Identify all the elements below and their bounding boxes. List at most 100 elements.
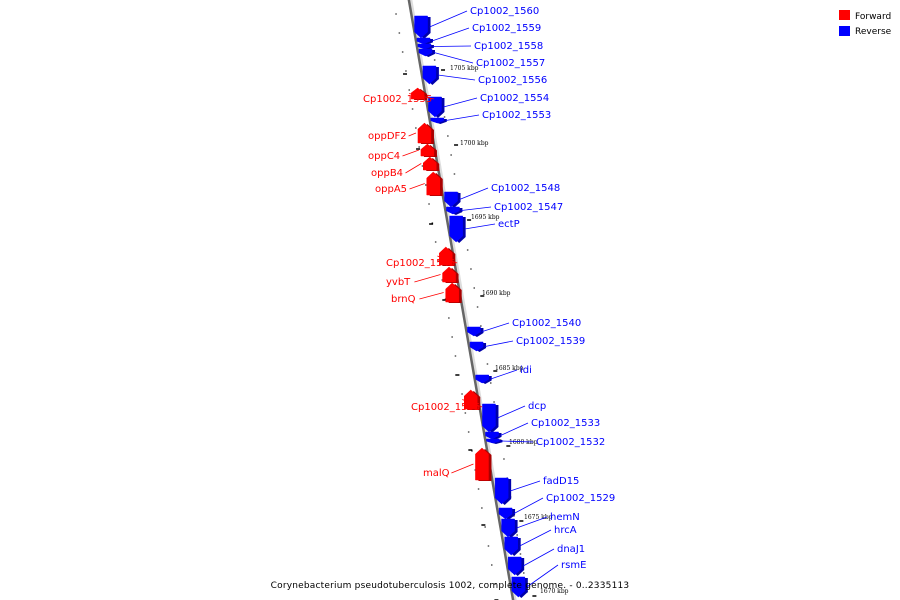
gene-label-oppB4[interactable]: oppB4 [371,168,403,179]
legend: Forward Reverse [839,10,892,37]
gene-leader-line [500,422,529,436]
gene-leader-line [405,163,422,174]
figure-caption: Corynebacterium pseudotuberculosis 1002,… [271,581,630,591]
gene-arrow-Cp1002_1532[interactable] [486,438,500,444]
gene-label-dnaJ1[interactable]: dnaJ1 [557,544,585,555]
gene-arrow-Cp1002_1556[interactable] [422,65,437,85]
gene-arrow-Cp1002_1539[interactable] [469,341,484,352]
gene-label-Cp1002_1559[interactable]: Cp1002_1559 [472,23,541,34]
tick-label: 1685 kbp [495,365,524,372]
gene-leader-line [409,183,425,190]
gene-arrow-malQ[interactable] [475,447,489,481]
gene-label-hrcA[interactable]: hrcA [554,525,577,536]
gene-leader-line [461,206,492,211]
gene-label-Cp1002_1560[interactable]: Cp1002_1560 [470,6,539,17]
gene-arrow-oppC4[interactable] [420,143,435,157]
backbone-shadow [409,0,517,600]
gene-leader-line [437,74,476,81]
gene-arrow-Cp1002_1540[interactable] [467,326,481,337]
gene-leader-line [433,52,474,64]
gene-label-Cp1002_1540[interactable]: Cp1002_1540 [512,318,581,329]
gene-leader-line [522,548,555,567]
gene-arrow-oppB4[interactable] [423,156,437,171]
gene-label-Cp1002_1533[interactable]: Cp1002_1533 [531,418,600,429]
gene-leader-line [526,564,559,588]
gene-leader-line [490,369,518,380]
gene-label-Cp1002_1539[interactable]: Cp1002_1539 [516,336,585,347]
gene-arrow-Cp1002_1553[interactable] [430,117,445,124]
gene-label-Cp1002_1558[interactable]: Cp1002_1558 [474,41,543,52]
gene-label-malQ[interactable]: malQ [423,468,450,479]
gene-label-Cp1002_1548[interactable]: Cp1002_1548 [491,183,560,194]
gene-arrow-hemN[interactable] [501,518,515,538]
gene-label-hemN[interactable]: hemN [550,512,580,523]
gene-leader-line [462,399,483,408]
gene-label-Cp1002_1547[interactable]: Cp1002_1547 [494,202,563,213]
gene-label-Cp1002_1555[interactable]: Cp1002_1555 [363,94,432,105]
gene-leader-line [459,187,489,200]
gene-leader-line [497,405,526,419]
gene-arrow-Cp1002_1559[interactable] [416,37,431,45]
tick-label: 1670 kbp [540,588,569,595]
gene-leader-line [464,223,496,230]
gene-label-yvbT[interactable]: yvbT [386,277,411,288]
gene-arrow-idi[interactable] [475,374,489,384]
gene-arrow-oppA5[interactable] [426,171,440,196]
gene-label-dcp[interactable]: dcp [528,401,546,412]
tick-label: 1700 kbp [460,140,489,147]
gene-arrow-fadD15[interactable] [494,477,509,505]
gene-arrow-Cp1002_1533[interactable] [485,431,499,440]
gene-arrow-Cp1002_1560[interactable] [414,15,428,39]
legend-reverse-label: Reverse [855,27,892,37]
gene-arrow-Cp1002_1529[interactable] [498,507,513,520]
gene-label-Cp1002_1554[interactable]: Cp1002_1554 [480,93,549,104]
gene-leader-line [419,292,444,300]
gene-arrow-dcp[interactable] [482,403,496,433]
gene-arrow-brnQ[interactable] [445,282,459,303]
gene-label-Cp1002_1529[interactable]: Cp1002_1529 [546,493,615,504]
gene-leader-line [445,114,480,121]
gene-arrow-Cp1002_1548[interactable] [444,191,458,208]
gene-label-Cp1002_1553[interactable]: Cp1002_1553 [482,110,551,121]
tick-label: 1695 kbp [471,214,500,221]
gene-label-Cp1002_1545[interactable]: Cp1002_1545 [386,258,455,269]
gene-leader-line [432,45,472,47]
tick-label: 1705 kbp [450,65,479,72]
gene-leader-line [414,274,441,283]
tick-marks: 1705 kbp 1700 kbp 1695 kbp 1690 kbp 1685 kbp… [395,13,569,600]
gene-arrow-Cp1002_1554[interactable] [428,96,442,118]
gene-leader-line [443,97,478,108]
gene-labels: Cp1002_1560 Cp1002_1559 Cp1002_1558 Cp1002_… [363,6,615,588]
gene-label-rsmE[interactable]: rsmE [561,560,586,571]
gene-leader-line [451,463,474,474]
gene-label-oppDF2[interactable]: oppDF2 [368,131,407,142]
gene-label-Cp1002_1535[interactable]: Cp1002_1535 [411,402,480,413]
gene-leader-line [431,27,470,42]
legend-reverse-swatch [839,26,850,36]
gene-arrow-dnaJ1[interactable] [507,556,522,576]
gene-arrow-Cp1002_1547[interactable] [446,206,460,215]
gene-arrow-rsmE[interactable] [511,576,526,598]
legend-forward-label: Forward [855,12,891,22]
gene-label-Cp1002_1556[interactable]: Cp1002_1556 [478,75,547,86]
gene-label-fadD15[interactable]: fadD15 [543,476,579,487]
gene-label-oppA5[interactable]: oppA5 [375,184,407,195]
gene-label-oppC4[interactable]: oppC4 [368,151,400,162]
gene-leader-line [484,340,514,347]
gene-arrow-yvbT[interactable] [442,266,456,283]
gene-label-Cp1002_1532[interactable]: Cp1002_1532 [536,437,605,448]
gene-arrow-hrcA[interactable] [504,536,518,556]
gene-arrow-ectP[interactable] [449,215,463,243]
gene-arrow-oppDF2[interactable] [417,122,432,144]
gene-label-ectP[interactable]: ectP [498,219,520,230]
tick-label: 1680 kbp [509,439,538,446]
gene-leader-line [501,440,534,443]
gene-leader-line [513,497,544,514]
gene-arrow-Cp1002_1558[interactable] [417,43,432,50]
gene-leader-line [519,529,552,547]
gene-leader-line [482,322,510,332]
gene-label-brnQ[interactable]: brnQ [391,294,416,305]
gene-arrow-Cp1002_1557[interactable] [418,48,433,57]
gene-label-idi[interactable]: idi [520,365,532,376]
gene-label-Cp1002_1557[interactable]: Cp1002_1557 [476,58,545,69]
